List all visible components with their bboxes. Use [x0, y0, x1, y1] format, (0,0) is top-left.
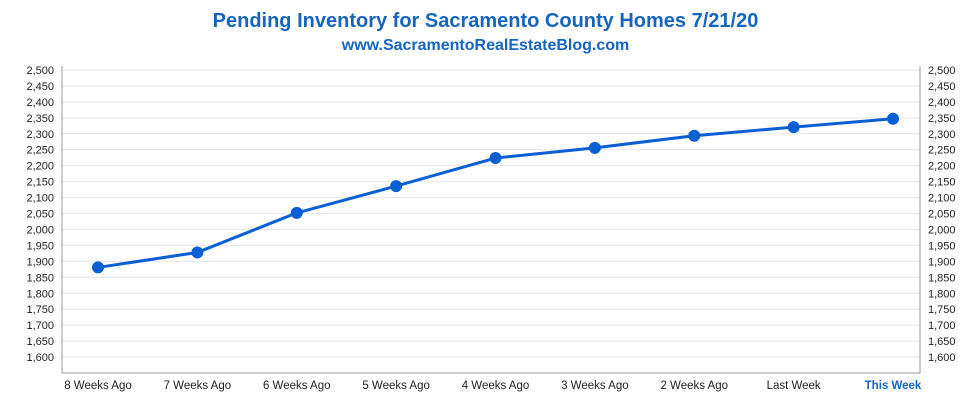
y-tick-label-left: 2,050	[26, 209, 54, 221]
y-tick-label-right: 1,800	[928, 288, 956, 300]
y-tick-label-right: 1,600	[928, 352, 956, 364]
y-tick-label-right: 2,350	[928, 113, 956, 125]
chart-subtitle: www.SacramentoRealEstateBlog.com	[341, 37, 630, 54]
y-tick-label-left: 2,500	[26, 65, 54, 77]
y-tick-label-left: 2,400	[26, 97, 54, 109]
data-point	[588, 141, 601, 154]
y-tick-label-left: 1,900	[26, 256, 54, 268]
y-tick-label-right: 1,750	[928, 304, 956, 316]
x-tick-label: 2 Weeks Ago	[660, 380, 728, 392]
y-tick-label-right: 2,300	[928, 129, 956, 141]
y-tick-label-right: 1,700	[928, 320, 956, 332]
x-tick-label: 7 Weeks Ago	[164, 380, 232, 392]
y-tick-label-right: 1,650	[928, 336, 956, 348]
y-tick-label-right: 2,200	[928, 161, 956, 173]
data-point	[191, 246, 204, 259]
y-tick-label-left: 2,250	[26, 145, 54, 157]
axes	[61, 66, 921, 374]
y-tick-label-right: 2,150	[928, 177, 956, 189]
data-point	[887, 112, 899, 125]
y-tick-label-right: 2,250	[928, 145, 956, 157]
y-tick-label-left: 1,650	[26, 336, 54, 348]
y-tick-label-left: 2,100	[26, 193, 54, 205]
y-tick-label-right: 1,850	[928, 272, 956, 284]
y-tick-label-right: 2,450	[928, 81, 956, 93]
y-axis-left-ticks: 1,600 1,650 1,700 1,750 1,800 1,850 1,900 1,950…	[26, 65, 54, 364]
data-point	[92, 261, 104, 274]
y-tick-label-left: 1,600	[26, 352, 54, 364]
data-point	[489, 152, 502, 165]
data-point	[390, 180, 403, 193]
x-tick-label: 5 Weeks Ago	[362, 380, 430, 392]
y-tick-label-left: 2,300	[26, 129, 54, 141]
y-tick-label-left: 1,800	[26, 288, 54, 300]
x-tick-label: 3 Weeks Ago	[561, 380, 629, 392]
y-tick-label-right: 2,400	[928, 97, 956, 109]
y-axis-right-ticks: 1,600 1,650 1,700 1,750 1,800 1,850 1,900 1,950…	[928, 65, 956, 364]
x-tick-label: 8 Weeks Ago	[64, 380, 132, 392]
y-tick-label-right: 2,500	[928, 65, 956, 77]
y-tick-label-left: 1,700	[26, 320, 54, 332]
y-tick-label-left: 2,150	[26, 177, 54, 189]
y-tick-label-right: 2,100	[928, 193, 956, 205]
x-tick-label: This Week	[865, 380, 922, 392]
y-tick-label-right: 2,000	[928, 224, 956, 236]
y-tick-label-left: 2,000	[26, 224, 54, 236]
x-tick-label: Last Week	[767, 380, 821, 392]
chart-title: Pending Inventory for Sacramento County …	[212, 10, 759, 32]
x-tick-label: 4 Weeks Ago	[462, 380, 530, 392]
y-tick-label-left: 2,200	[26, 161, 54, 173]
y-tick-label-right: 2,050	[928, 209, 956, 221]
data-point	[688, 129, 701, 142]
y-tick-label-left: 2,450	[26, 81, 54, 93]
data-point	[787, 121, 800, 134]
y-tick-label-right: 1,950	[928, 240, 956, 252]
y-tick-label-right: 1,900	[928, 256, 956, 268]
data-point	[290, 206, 303, 219]
x-tick-label: 6 Weeks Ago	[263, 380, 331, 392]
y-tick-label-left: 1,750	[26, 304, 54, 316]
y-tick-label-left: 1,850	[26, 272, 54, 284]
series	[92, 112, 899, 274]
y-tick-label-left: 1,950	[26, 240, 54, 252]
y-tick-label-left: 2,350	[26, 113, 54, 125]
gridlines	[62, 69, 920, 358]
x-axis-ticks: 8 Weeks Ago 7 Weeks Ago 6 Weeks Ago 5 Weeks…	[64, 380, 922, 392]
